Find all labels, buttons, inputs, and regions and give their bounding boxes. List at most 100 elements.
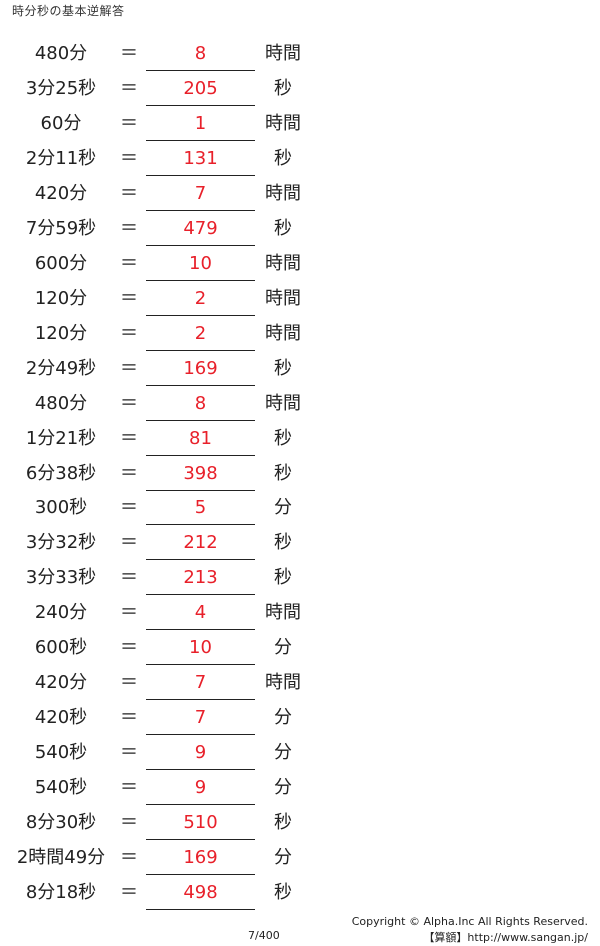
- unit-label: 時間: [265, 43, 301, 64]
- question: 2分11秒: [25, 147, 97, 169]
- question: 60分: [40, 112, 82, 134]
- equals-sign: ＝: [120, 882, 138, 904]
- problem-row: 540秒 ＝ 9 分: [0, 770, 600, 806]
- question: 540秒: [34, 777, 88, 799]
- question: 1分21秒: [25, 427, 97, 449]
- equals-sign: ＝: [120, 252, 138, 274]
- equals-sign: ＝: [120, 322, 138, 344]
- question: 120分: [34, 322, 88, 344]
- answer-blank: 1: [146, 106, 255, 141]
- unit-label: 分: [274, 707, 292, 729]
- equals-sign: ＝: [120, 182, 138, 204]
- problem-row: 1分21秒 ＝ 81 秒: [0, 421, 600, 456]
- unit-label: 秒: [274, 147, 292, 169]
- unit-label: 時間: [265, 287, 301, 309]
- problem-row: 480分 ＝ 8 時間: [0, 386, 600, 421]
- problem-row: 480分 ＝ 8 時間: [0, 36, 600, 71]
- problem-row: 240分 ＝ 4 時間: [0, 595, 600, 631]
- unit-label: 秒: [274, 217, 292, 239]
- equals-sign: ＝: [120, 462, 138, 484]
- question: 300秒: [34, 497, 88, 519]
- unit-label: 秒: [274, 462, 292, 484]
- copyright-text: Copyright © Alpha.Inc All Rights Reserve…: [351, 915, 588, 928]
- answer-blank: 2: [146, 316, 255, 351]
- answer-blank: 7: [146, 176, 255, 211]
- equals-sign: ＝: [120, 147, 138, 169]
- problem-row: 2分49秒 ＝ 169 秒: [0, 351, 600, 386]
- question: 3分33秒: [25, 567, 97, 589]
- question: 420分: [34, 182, 88, 204]
- answer-blank: 10: [146, 630, 255, 666]
- answer-blank: 7: [146, 665, 255, 701]
- problem-row: 300秒 ＝ 5 分: [0, 490, 600, 526]
- question: 420分: [34, 672, 88, 694]
- footer-credits: Copyright © Alpha.Inc All Rights Reserve…: [352, 914, 588, 946]
- answer-blank: 510: [146, 805, 255, 841]
- problem-row: 2時間49分 ＝ 169 分: [0, 840, 600, 876]
- equals-sign: ＝: [120, 497, 138, 519]
- problem-row: 120分 ＝ 2 時間: [0, 281, 600, 316]
- equals-sign: ＝: [120, 812, 138, 834]
- unit-label: 時間: [265, 322, 301, 344]
- problem-row: 3分33秒 ＝ 213 秒: [0, 560, 600, 596]
- unit-label: 秒: [274, 427, 292, 449]
- equals-sign: ＝: [120, 427, 138, 449]
- answer-blank: 8: [146, 36, 255, 71]
- answer-blank: 131: [146, 141, 255, 176]
- equals-sign: ＝: [120, 742, 138, 764]
- unit-label: 秒: [274, 567, 292, 589]
- question: 600秒: [34, 637, 88, 659]
- equals-sign: ＝: [120, 217, 138, 239]
- unit-label: 秒: [274, 532, 292, 554]
- answer-blank: 2: [146, 281, 255, 316]
- unit-label: 時間: [265, 602, 301, 624]
- unit-label: 分: [274, 637, 292, 659]
- equals-sign: ＝: [120, 847, 138, 869]
- answer-blank: 213: [146, 560, 255, 596]
- answer-blank: 9: [146, 735, 255, 771]
- answer-blank: 498: [146, 875, 255, 911]
- unit-label: 時間: [265, 672, 301, 694]
- equals-sign: ＝: [120, 77, 138, 99]
- equals-sign: ＝: [120, 532, 138, 554]
- equals-sign: ＝: [120, 637, 138, 659]
- question: 600分: [34, 252, 88, 274]
- equals-sign: ＝: [120, 777, 138, 799]
- unit-label: 分: [274, 742, 292, 764]
- problem-row: 600秒 ＝ 10 分: [0, 630, 600, 666]
- unit-label: 秒: [274, 357, 292, 379]
- question: 420秒: [34, 707, 88, 729]
- problem-row: 2分11秒 ＝ 131 秒: [0, 141, 600, 176]
- unit-label: 分: [274, 497, 292, 519]
- problem-row: 540秒 ＝ 9 分: [0, 735, 600, 771]
- problem-row: 600分 ＝ 10 時間: [0, 246, 600, 281]
- equals-sign: ＝: [120, 112, 138, 134]
- question: 3分32秒: [25, 532, 97, 554]
- question: 3分25秒: [25, 77, 97, 99]
- unit-label: 分: [274, 777, 292, 799]
- unit-label: 時間: [265, 182, 301, 204]
- question: 480分: [34, 43, 88, 64]
- problem-row: 8分18秒 ＝ 498 秒: [0, 875, 600, 911]
- question: 240分: [34, 602, 88, 624]
- answer-blank: 5: [146, 490, 255, 526]
- page-number: 7/400: [248, 929, 280, 942]
- answer-blank: 9: [146, 770, 255, 806]
- answer-blank: 10: [146, 246, 255, 281]
- unit-label: 秒: [274, 812, 292, 834]
- answer-blank: 205: [146, 71, 255, 106]
- unit-label: 分: [274, 847, 292, 869]
- answer-blank: 7: [146, 700, 255, 736]
- question: 2時間49分: [16, 847, 106, 869]
- worksheet-title: 時分秒の基本逆解答: [12, 4, 125, 18]
- unit-label: 秒: [274, 882, 292, 904]
- problem-row: 8分30秒 ＝ 510 秒: [0, 805, 600, 841]
- equals-sign: ＝: [120, 602, 138, 624]
- question: 2分49秒: [25, 357, 97, 379]
- answer-blank: 81: [146, 421, 255, 456]
- question: 120分: [34, 287, 88, 309]
- unit-label: 秒: [274, 77, 292, 99]
- answer-blank: 8: [146, 386, 255, 421]
- unit-label: 時間: [265, 392, 301, 414]
- site-url: 【算額】http://www.sangan.jp/: [423, 931, 588, 944]
